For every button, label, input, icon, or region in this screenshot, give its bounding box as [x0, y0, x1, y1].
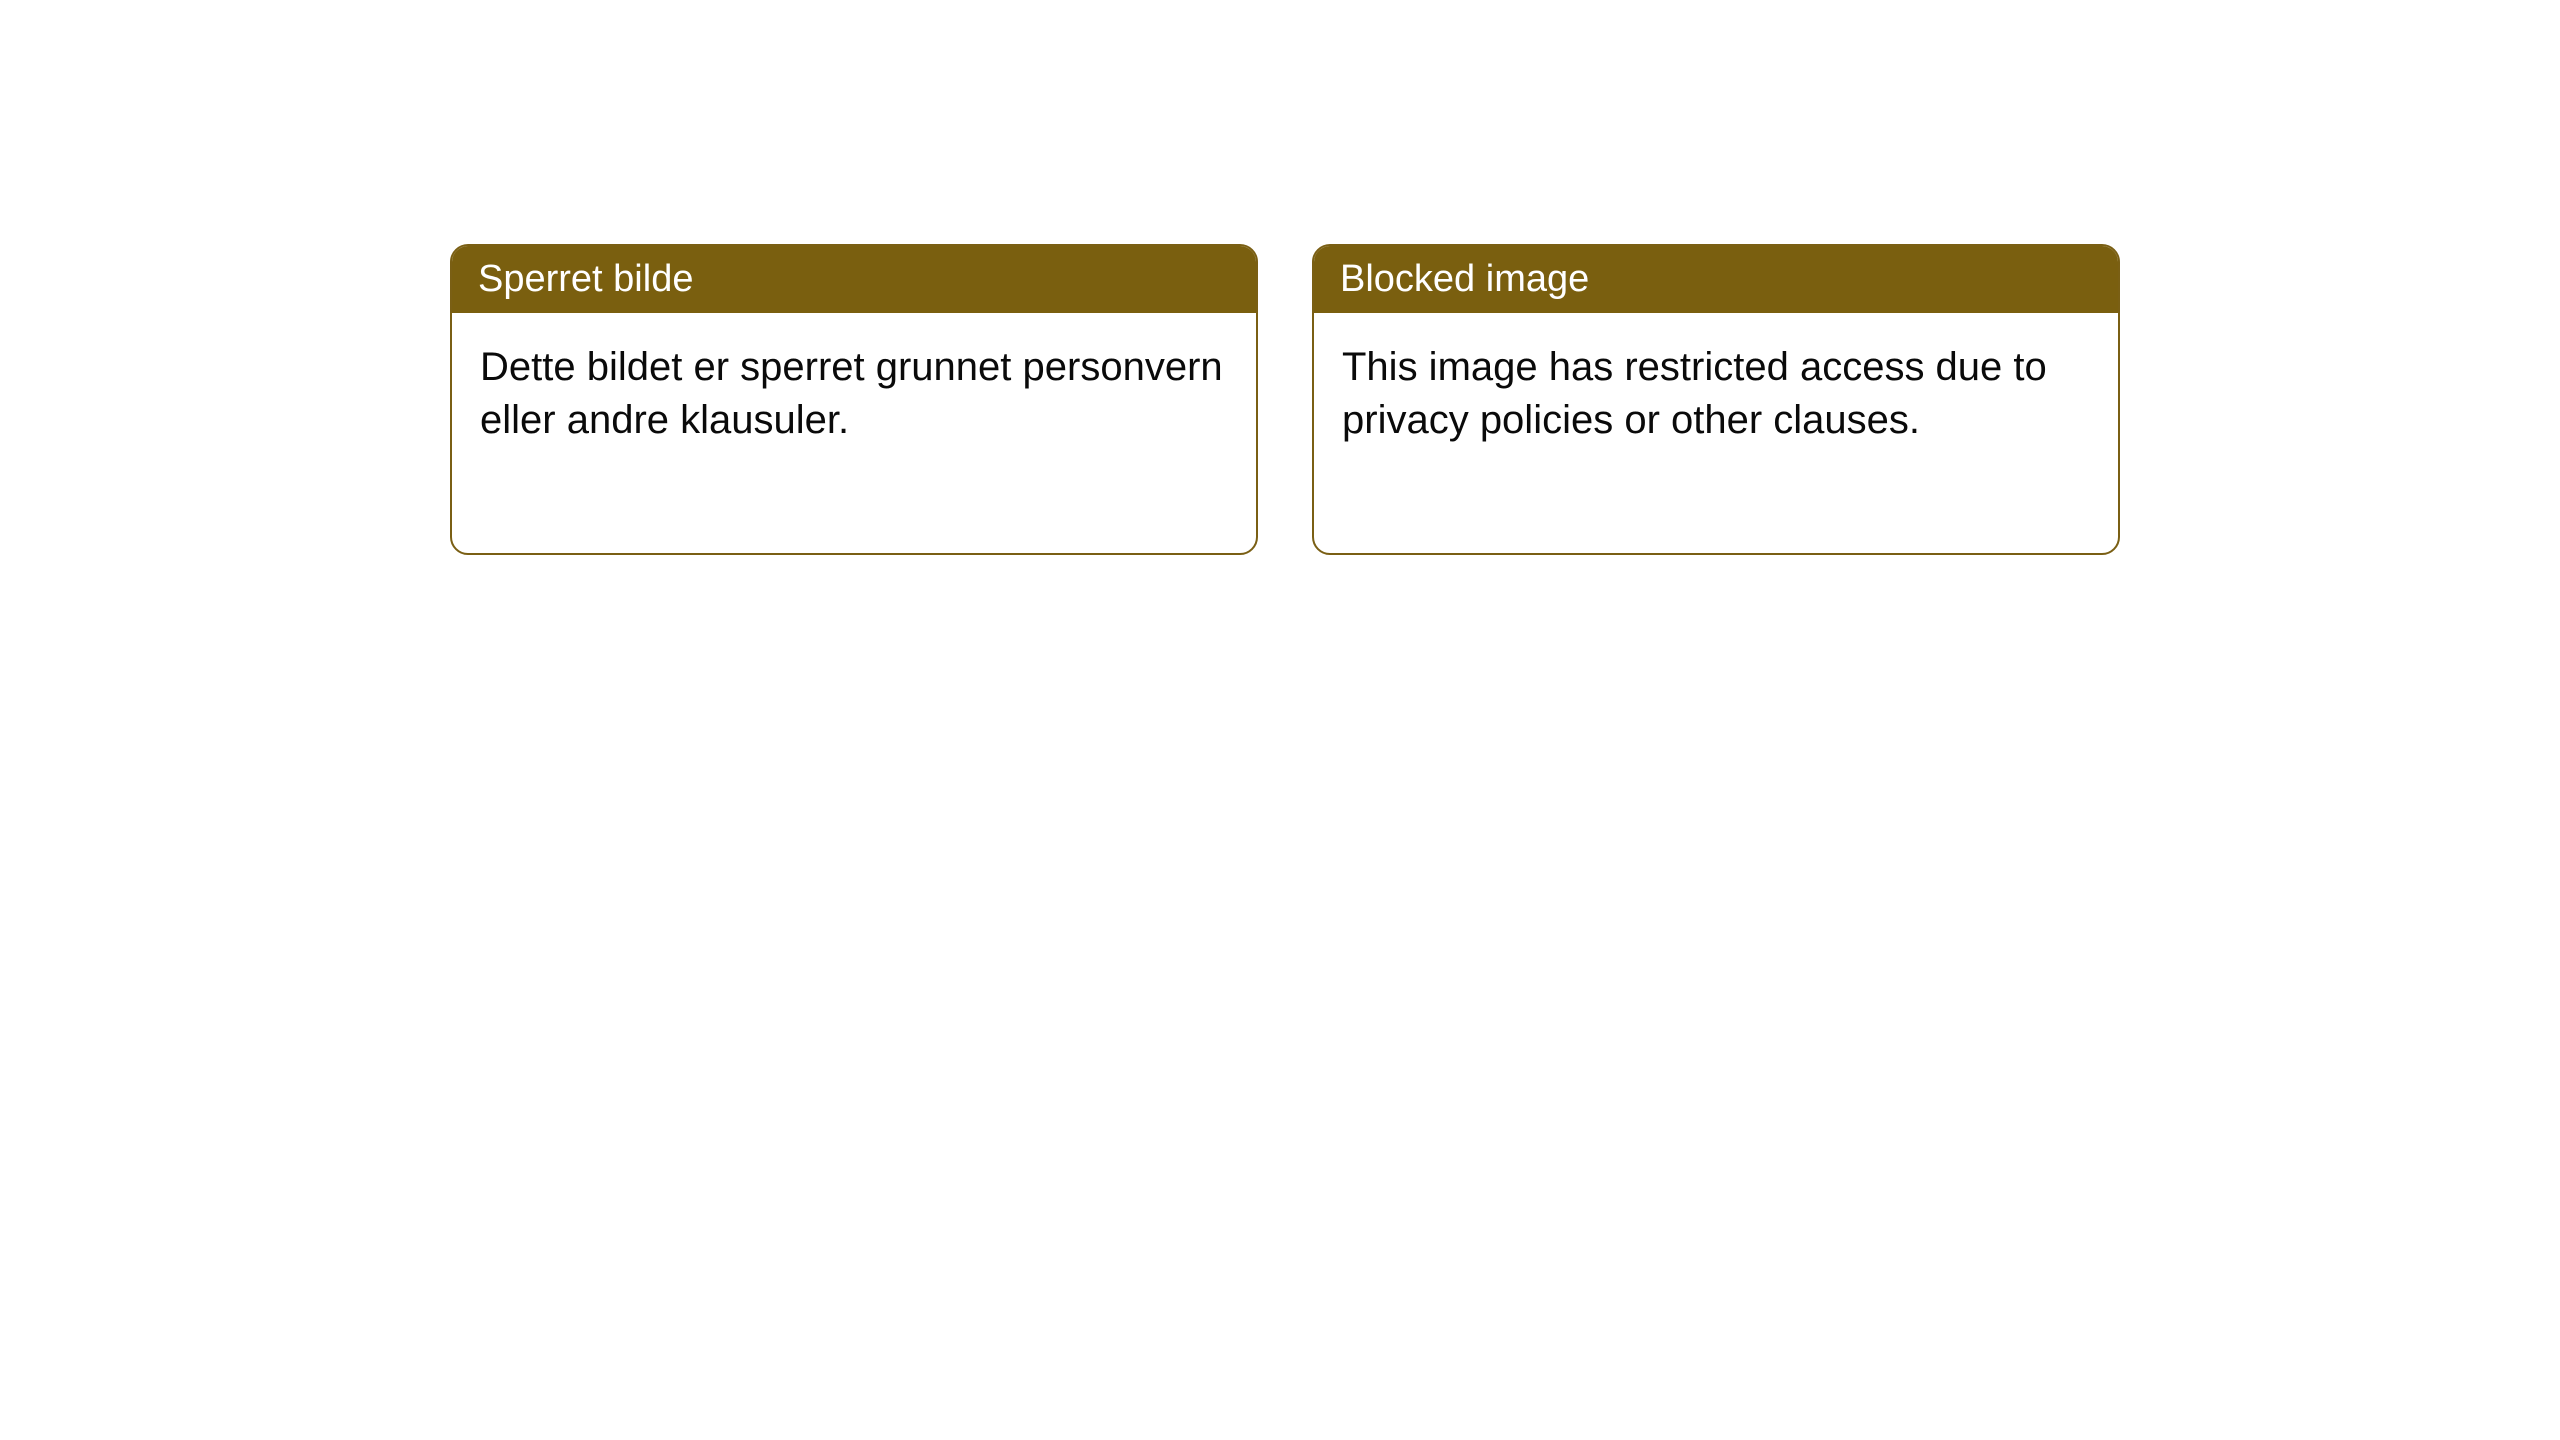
notice-body: Dette bildet er sperret grunnet personve… — [452, 313, 1256, 553]
notice-container: Sperret bilde Dette bildet er sperret gr… — [450, 244, 2120, 555]
notice-card-norwegian: Sperret bilde Dette bildet er sperret gr… — [450, 244, 1258, 555]
notice-body-text: This image has restricted access due to … — [1342, 345, 2047, 442]
notice-header: Blocked image — [1314, 246, 2118, 313]
notice-header: Sperret bilde — [452, 246, 1256, 313]
notice-title: Sperret bilde — [478, 258, 693, 300]
notice-body-text: Dette bildet er sperret grunnet personve… — [480, 345, 1223, 442]
notice-title: Blocked image — [1340, 258, 1589, 300]
notice-body: This image has restricted access due to … — [1314, 313, 2118, 553]
notice-card-english: Blocked image This image has restricted … — [1312, 244, 2120, 555]
